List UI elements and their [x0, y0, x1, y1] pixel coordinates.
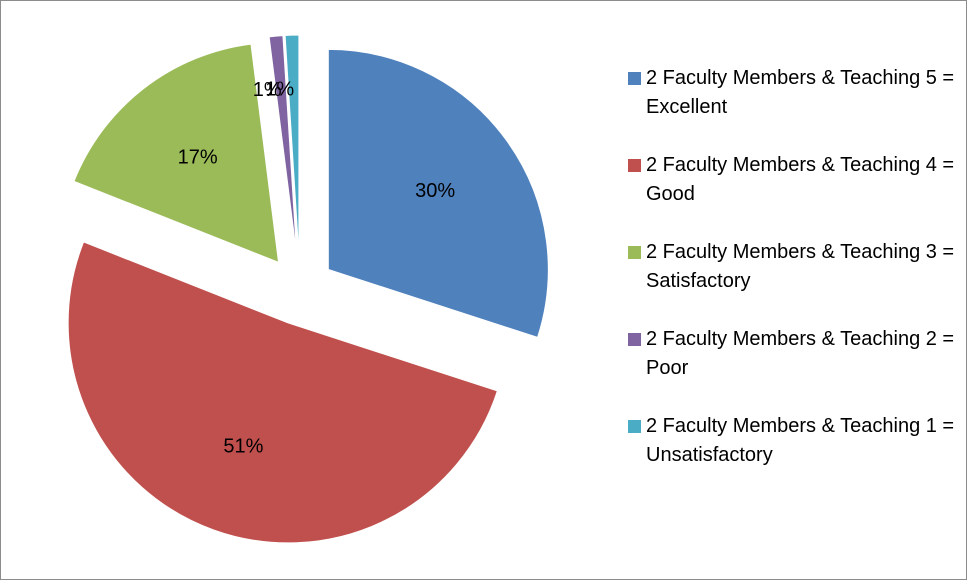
pie-slice [268, 35, 298, 256]
data-label: 30% [415, 180, 455, 202]
legend-swatch [628, 333, 641, 346]
pie-slice [327, 48, 549, 339]
data-label: 1% [253, 79, 282, 101]
pie-slice [73, 43, 280, 264]
legend-swatch [628, 159, 641, 172]
legend-swatch [628, 420, 641, 433]
legend-label: 2 Faculty Members & Teaching 1 = Unsatis… [646, 415, 955, 466]
legend-label: 2 Faculty Members & Teaching 2 = Poor [646, 328, 955, 379]
data-label: 17% [178, 146, 218, 168]
pie-slice [67, 241, 499, 544]
legend-item: 2 Faculty Members & Teaching 1 = Unsatis… [628, 412, 958, 470]
legend-swatch [628, 72, 641, 85]
legend-item: 2 Faculty Members & Teaching 5 = Excelle… [628, 64, 958, 122]
legend-label: 2 Faculty Members & Teaching 4 = Good [646, 154, 955, 205]
legend-label: 2 Faculty Members & Teaching 3 = Satisfa… [646, 241, 955, 292]
legend-swatch [628, 246, 641, 259]
data-label: 1% [265, 78, 294, 100]
pie-slice [284, 34, 300, 256]
legend-item: 2 Faculty Members & Teaching 3 = Satisfa… [628, 238, 958, 296]
legend-item: 2 Faculty Members & Teaching 2 = Poor [628, 325, 958, 383]
legend-label: 2 Faculty Members & Teaching 5 = Excelle… [646, 67, 955, 118]
legend-item: 2 Faculty Members & Teaching 4 = Good [628, 151, 958, 209]
data-label: 51% [223, 435, 263, 457]
